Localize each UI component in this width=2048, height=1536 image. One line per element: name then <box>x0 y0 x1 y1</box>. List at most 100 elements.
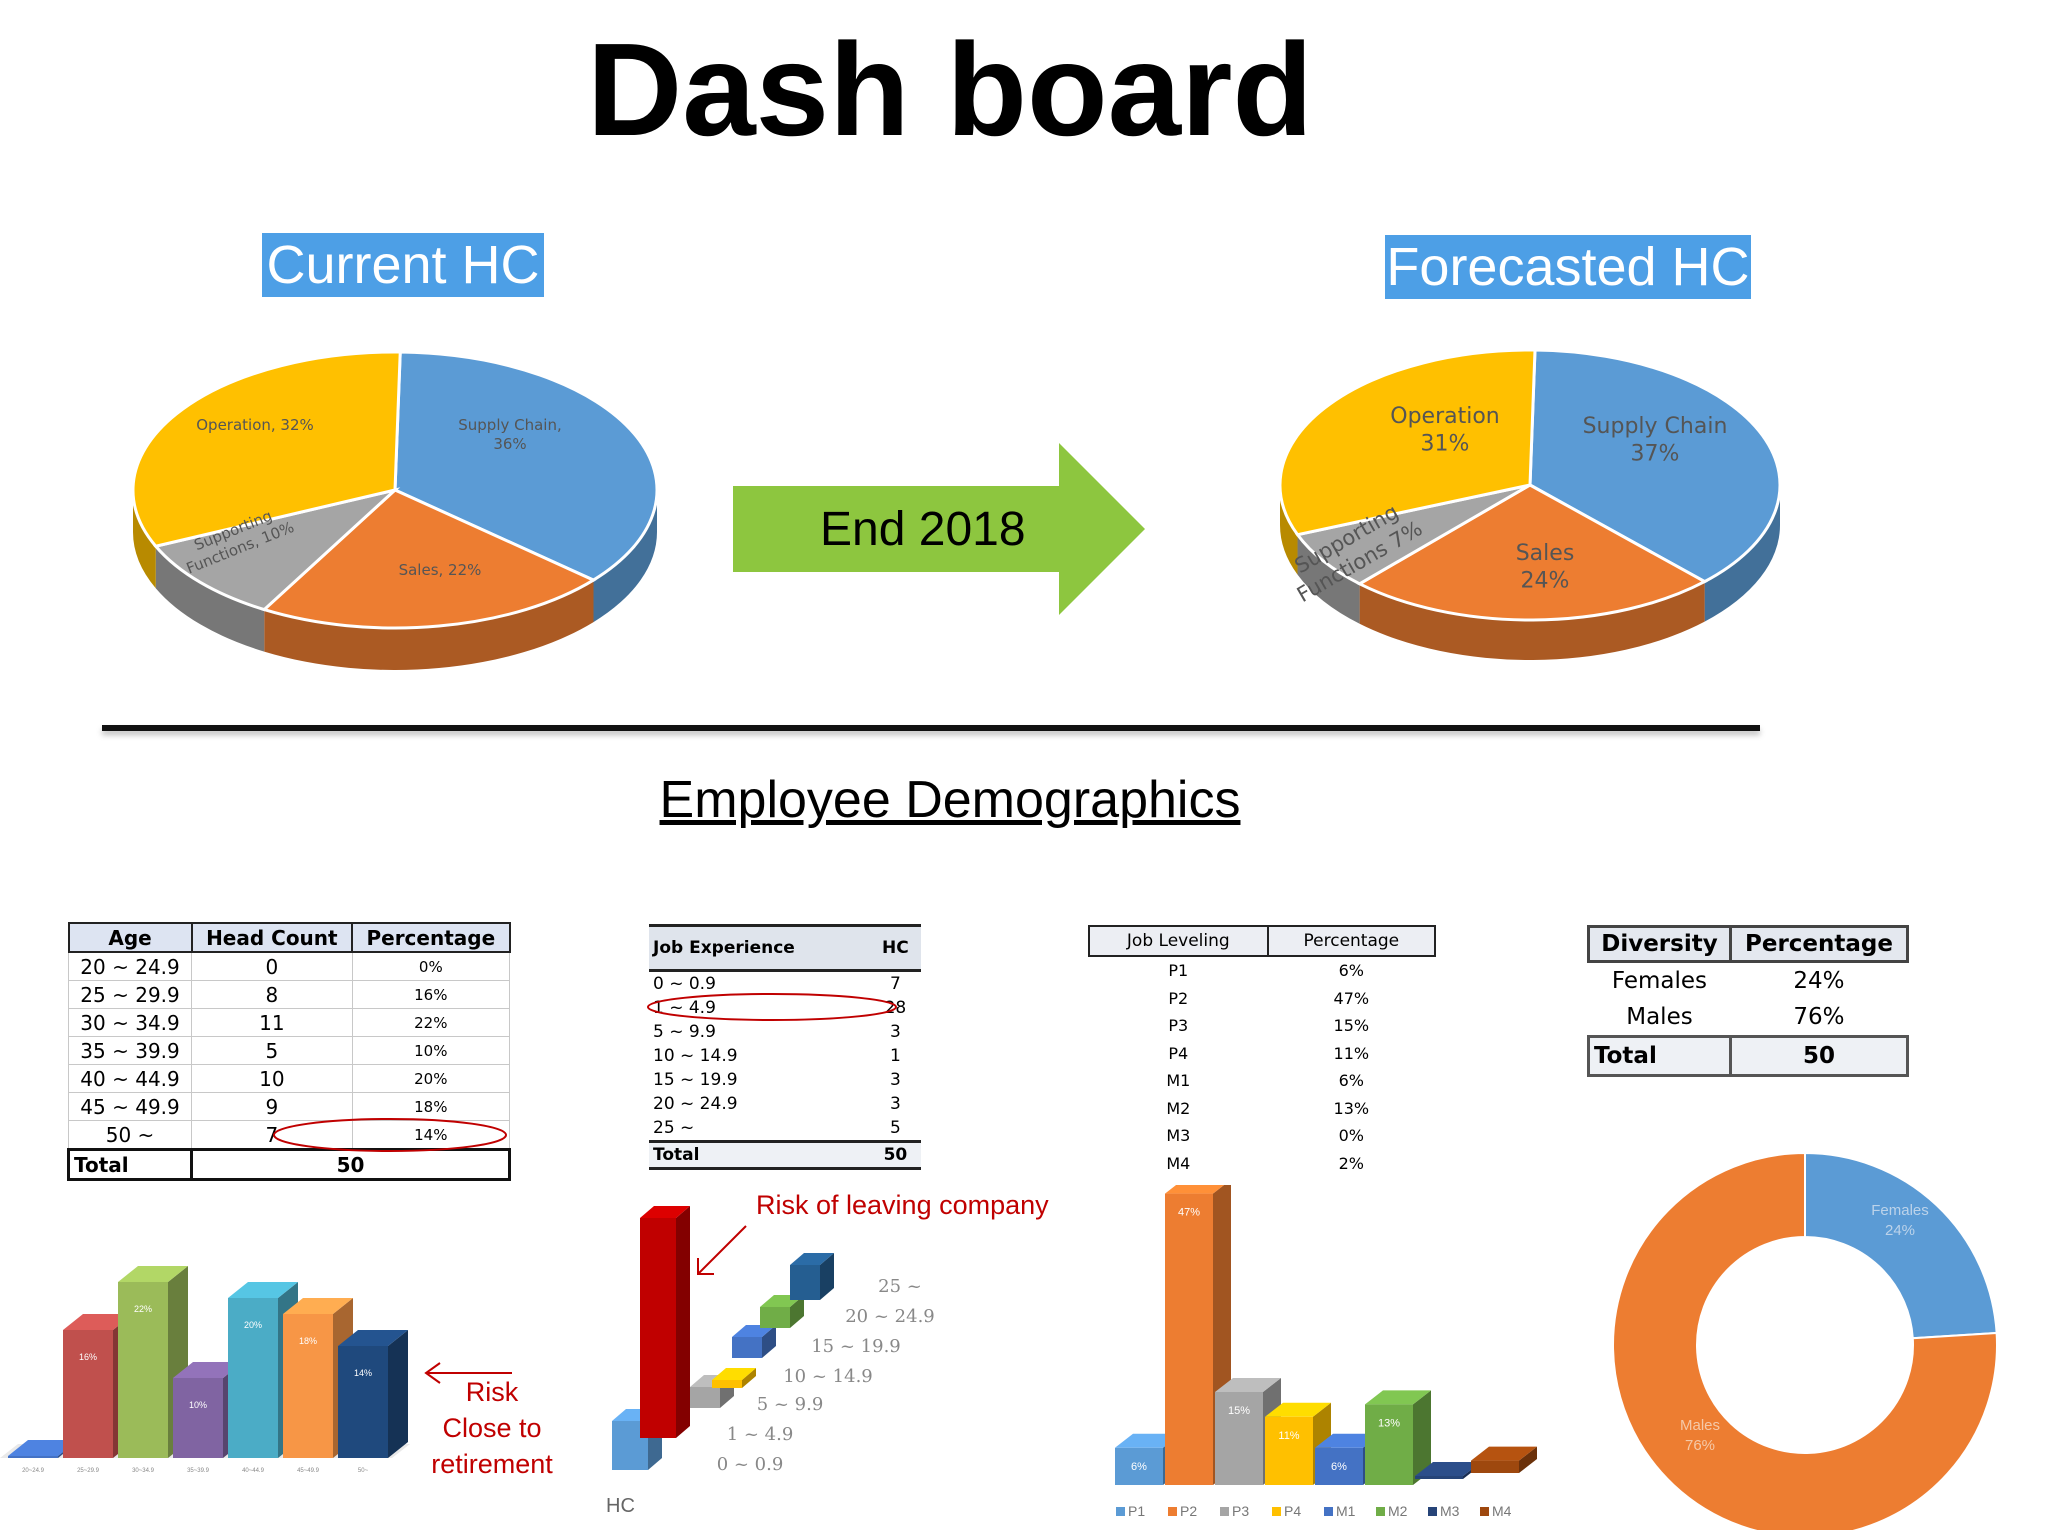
donut-slice <box>1612 1151 1998 1530</box>
table-cell: 35 ~ 39.9 <box>67 1036 193 1065</box>
age-tick-label: 50~ <box>358 1468 369 1474</box>
age-tick-label: 20~24.9 <box>22 1468 45 1474</box>
experience-bar-side <box>790 1295 804 1328</box>
table-cell: 5 <box>890 1118 901 1138</box>
age-bar-top <box>173 1362 243 1378</box>
table-row: 15 ~ 19.9 3 <box>649 1068 921 1092</box>
legend-label: P3 <box>1232 1503 1249 1519</box>
experience-category-label: 0 ~ 0.9 <box>717 1454 784 1475</box>
pie-label: Operation 31% <box>1390 404 1499 457</box>
leveling-bar-top <box>1315 1433 1381 1448</box>
experience-bar-top <box>790 1253 834 1265</box>
leveling-bar-label: 15% <box>1228 1405 1250 1417</box>
table-cell: 6% <box>1338 1071 1365 1091</box>
donut-slice <box>1804 1151 1998 1340</box>
age-table: Age Head Count Percentage 20 ~ 24.9 0 0% 25… <box>66 922 511 1181</box>
leveling-bar-label: 6% <box>1131 1461 1147 1473</box>
table-cell: 25 ~ <box>653 1118 695 1138</box>
donut-label: Males 76% <box>1680 1417 1720 1454</box>
experience-bar <box>760 1307 790 1328</box>
experience-bar <box>790 1265 820 1300</box>
age-bar <box>173 1378 223 1458</box>
table-row: 5 ~ 9.9 3 <box>649 1020 921 1044</box>
legend-swatch <box>1272 1507 1281 1516</box>
age-bar <box>283 1314 333 1458</box>
age-bar-label: 14% <box>354 1368 372 1378</box>
table-cell: 20 ~ 24.9 <box>653 1094 738 1114</box>
table-cell: 3 <box>890 1070 901 1090</box>
legend-label: P2 <box>1180 1503 1197 1519</box>
total-label: Total <box>66 1148 194 1181</box>
pie-label: Supply Chain 37% <box>1583 414 1728 467</box>
table-row: 40 ~ 44.9 10 20% <box>67 1064 511 1093</box>
table-cell: 6% <box>1338 961 1365 981</box>
table-cell: 20% <box>351 1064 511 1093</box>
legend-swatch <box>1116 1507 1125 1516</box>
retirement-line-1: Risk <box>465 1377 519 1407</box>
divider <box>102 725 1760 731</box>
leveling-bar-top <box>1265 1402 1331 1417</box>
highlight-oval-age <box>273 1118 507 1152</box>
table-row: M4 2% <box>1089 1150 1435 1178</box>
leveling-bar <box>1165 1193 1213 1485</box>
table-cell: 40 ~ 44.9 <box>67 1064 193 1093</box>
donut-label: Females 24% <box>1871 1202 1929 1239</box>
table-cell: 10 ~ 14.9 <box>653 1046 738 1066</box>
leveling-bar-label: 2% <box>1487 1474 1503 1486</box>
table-cell: 76% <box>1793 1004 1845 1030</box>
table-cell: Females <box>1611 968 1708 994</box>
age-bar-side <box>388 1330 408 1458</box>
age-bar-top <box>8 1440 78 1456</box>
forecast-hc-badge: Forecasted HC <box>1385 235 1751 299</box>
age-bar <box>228 1298 278 1458</box>
table-cell: 0% <box>1338 1126 1365 1146</box>
table-cell: 15% <box>1333 1016 1370 1036</box>
table-cell: 18% <box>351 1092 511 1121</box>
leveling-bar-side <box>1519 1446 1537 1473</box>
forecast-hc-pie-chart: Supply Chain 37%Sales 24%SupportingFunctio… <box>1278 348 1782 660</box>
table-cell: P1 <box>1168 961 1189 981</box>
pie-slice <box>261 488 597 630</box>
legend-label: P1 <box>1128 1503 1145 1519</box>
page-title: Dash board <box>586 16 1314 163</box>
table-row: 20 ~ 24.9 3 <box>649 1092 921 1116</box>
table-cell: 30 ~ 34.9 <box>67 1008 193 1037</box>
hc-header: HC <box>869 924 921 972</box>
table-cell: 16% <box>351 980 511 1009</box>
legend-label: P4 <box>1284 1503 1301 1519</box>
leveling-bar-chart: 6% 47% 15% 11% 6% 13% 0% 2% P1 P2 P3 P4 M1 M2 M3 M4 <box>1115 1185 1537 1519</box>
age-tick-label: 35~39.9 <box>187 1468 210 1474</box>
leveling-bar-top <box>1415 1462 1481 1476</box>
total-value: 50 <box>869 1140 921 1170</box>
leveling-bar <box>1315 1447 1363 1485</box>
age-bar-chart: 0%20~24.916%25~29.922%30~34.910%35~39.92… <box>0 1266 410 1474</box>
age-bar <box>338 1346 388 1458</box>
table-cell: 25 ~ 29.9 <box>67 980 193 1009</box>
leveling-table: Job Leveling Percentage P1 6% P2 47% P3 15% P4… <box>1088 925 1437 1178</box>
age-bar-label: 10% <box>189 1400 207 1410</box>
table-row: 20 ~ 24.9 0 0% <box>67 951 511 981</box>
age-bar-label: 20% <box>244 1320 262 1330</box>
retirement-line-2: Close to <box>442 1413 542 1443</box>
total-row: Total 50 <box>1587 1035 1910 1077</box>
pie-label: Sales, 22% <box>399 561 482 579</box>
pie-slice <box>1278 348 1537 537</box>
legend-label: M1 <box>1336 1503 1356 1519</box>
leveling-bar-top <box>1165 1185 1225 1194</box>
table-cell: 10 <box>191 1064 353 1093</box>
demographics-title: Employee Demographics <box>659 771 1241 829</box>
pie-slice <box>1528 348 1782 584</box>
age-tick-label: 30~34.9 <box>132 1468 155 1474</box>
leveling-bar-top <box>1215 1378 1281 1392</box>
retirement-annotation: Risk Close to retirement <box>412 1374 572 1482</box>
legend-swatch <box>1220 1507 1229 1516</box>
legend-swatch <box>1480 1507 1489 1516</box>
experience-table: Job Experience HC 0 ~ 0.9 7 1 ~ 4.9 28 5 ~ 9… <box>649 924 921 1170</box>
table-row: Males 76% <box>1589 999 1908 1037</box>
table-row: 0 ~ 0.9 7 <box>649 971 921 997</box>
legend-swatch <box>1324 1507 1333 1516</box>
highlight-oval-experience <box>647 993 897 1021</box>
age-bar-label: 18% <box>299 1336 317 1346</box>
age-bar <box>63 1330 113 1458</box>
age-bar <box>8 1456 58 1458</box>
